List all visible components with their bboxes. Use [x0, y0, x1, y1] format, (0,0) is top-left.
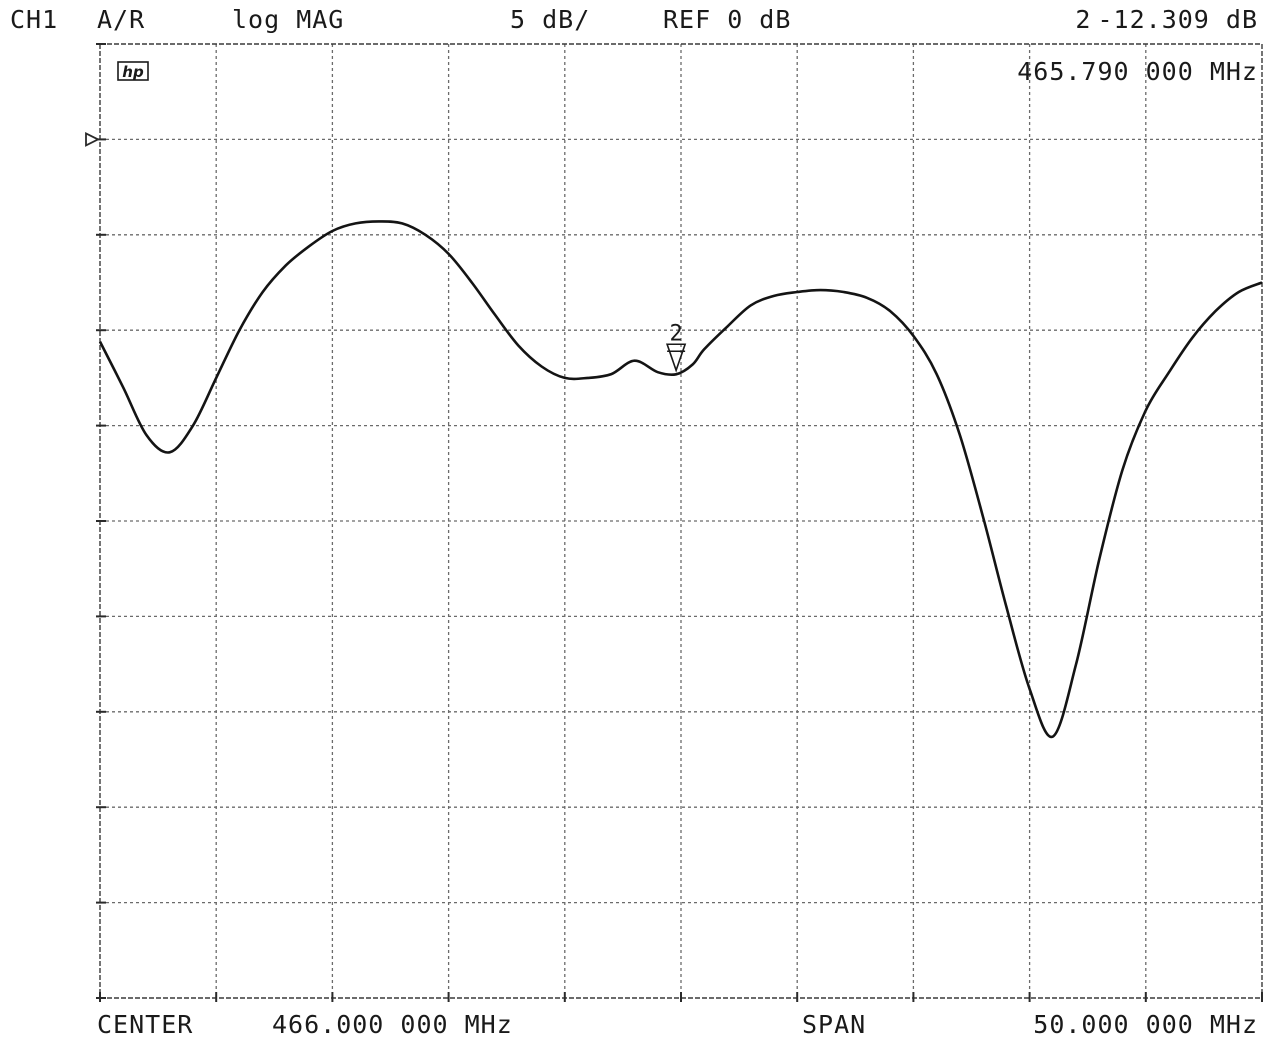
marker-frequency-readout: 465.790 000 MHz	[1017, 57, 1258, 86]
span-value: 50.000 000 MHz	[1033, 1010, 1258, 1039]
hp-logo-text: hp	[122, 63, 144, 81]
hp-logo-icon: hp	[117, 61, 149, 81]
reference-label: REF 0 dB	[663, 5, 791, 34]
marker-readout: 2 -12.309 dB	[1075, 5, 1258, 34]
measurement-label: A/R	[97, 5, 145, 34]
marker-label: 2	[669, 321, 682, 346]
scale-label: 5 dB/	[510, 5, 590, 34]
marker-2-indicator: 2	[665, 321, 687, 373]
span-label: SPAN	[802, 1010, 866, 1039]
center-label: CENTER	[97, 1010, 193, 1039]
marker-readout-number: 2	[1075, 5, 1091, 34]
channel-label: CH1	[10, 5, 58, 34]
reference-level-arrow	[85, 131, 101, 147]
measurement-trace	[98, 220, 1263, 738]
graticule-grid	[99, 43, 1263, 999]
marker-readout-value: -12.309 dB	[1097, 5, 1258, 34]
format-label: log MAG	[232, 5, 344, 34]
center-frequency-value: 466.000 000 MHz	[272, 1010, 513, 1039]
tick-marks	[96, 43, 1263, 1002]
marker-triangle-icon	[665, 343, 687, 373]
